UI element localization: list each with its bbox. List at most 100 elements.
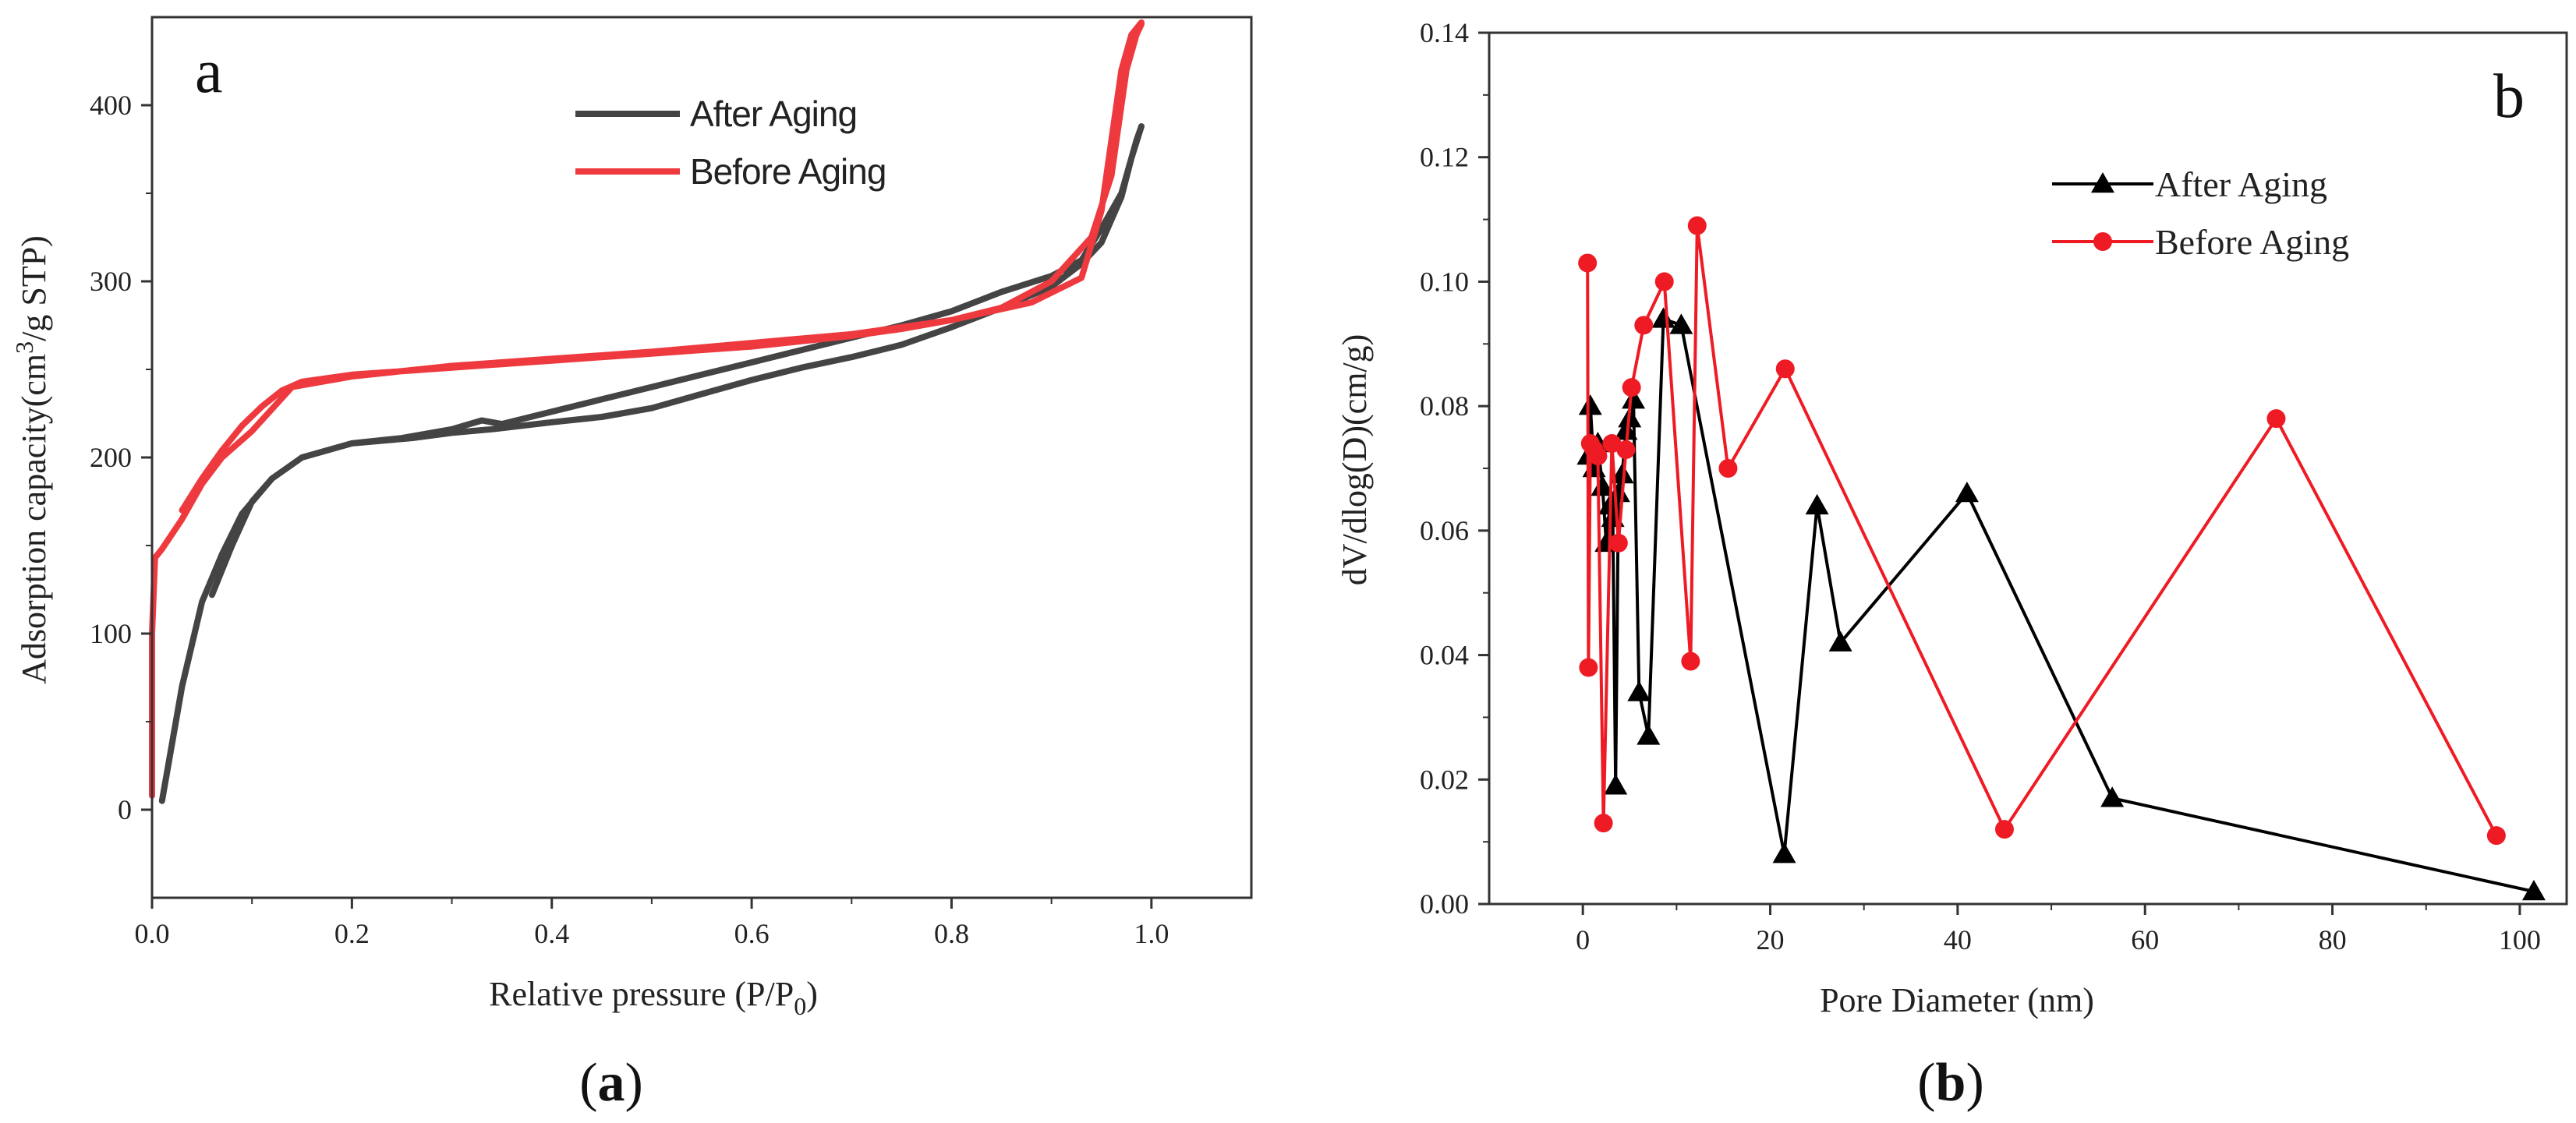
b-x-tick-label: 60 (2131, 924, 2159, 955)
a-y-tick-label: 300 (90, 266, 132, 297)
b-point-after-aging (2521, 880, 2546, 901)
b-point-before-aging (1681, 652, 1700, 671)
panel-a-xlabel-subscript: 0 (794, 992, 806, 1020)
b-point-after-aging (1610, 462, 1634, 484)
a-x-tick-label: 0.6 (734, 918, 770, 949)
b-point-before-aging (1616, 440, 1636, 460)
panel-a-ylabel-post: /g STP) (15, 235, 53, 341)
a-series-line-before-aging (149, 19, 1145, 799)
panel-a-x-axis-label: Relative pressure (P/P0) (489, 975, 818, 1020)
b-point-after-aging (1651, 307, 1675, 328)
panel-b-axes: 0 20 40 60 80 100 0.00 0.02 0.04 0.06 0.08 0.10 0.12… (1420, 17, 2541, 955)
b-x-tick-label: 20 (1757, 924, 1785, 955)
panel-a-axes: 0.0 0.2 0.4 0.6 0.8 1.0 0 100 200 300 400 (90, 90, 1169, 949)
panel-b-caption-open: ( (1917, 1053, 1935, 1113)
a-legend-label-before-aging: Before Aging (690, 151, 886, 192)
b-point-before-aging (1994, 820, 2014, 839)
b-legend-label-after-aging: After Aging (2155, 164, 2327, 204)
b-point-before-aging (1602, 434, 1622, 454)
b-x-tick-label: 100 (2499, 924, 2541, 955)
panel-a-ylabel-pre: Adsorption capacity(cm (15, 354, 53, 684)
panel-b-series-group (1576, 216, 2546, 901)
b-point-after-aging (1622, 388, 1646, 409)
panel-a-plot-frame (150, 16, 1253, 899)
b-point-before-aging (1579, 658, 1598, 677)
panel-b-label: b (2493, 62, 2525, 131)
b-point-after-aging (1828, 630, 1852, 652)
b-point-before-aging (2266, 409, 2286, 429)
a-series-line-after-aging (158, 123, 1145, 804)
panel-a-ylabel-superscript: 3 (10, 341, 38, 354)
b-y-tick-label: 0.04 (1420, 640, 1469, 671)
b-y-tick-label: 0.06 (1420, 515, 1469, 546)
b-series-line-after-aging (1587, 317, 2535, 893)
a-y-tick-label: 400 (90, 90, 132, 121)
b-point-after-aging (1955, 481, 1979, 503)
panel-a-y-axis-label: Adsorption capacity(cm3/g STP) (10, 235, 53, 684)
panel-b-caption-letter: b (1936, 1053, 1966, 1113)
b-point-after-aging (1627, 680, 1651, 701)
b-y-tick-label: 0.08 (1420, 390, 1469, 422)
panel-b-legend: After Aging Before Aging (2052, 164, 2349, 262)
b-point-before-aging (1608, 533, 1628, 553)
b-point-after-aging (1805, 493, 1829, 515)
panel-a-caption-open: ( (579, 1053, 597, 1113)
b-point-before-aging (1687, 216, 1707, 235)
a-x-tick-label: 0.2 (334, 918, 370, 949)
b-point-after-aging (1614, 419, 1638, 440)
a-y-tick-label: 100 (90, 618, 132, 649)
panel-a-caption: (a) (579, 1053, 643, 1113)
b-point-after-aging (1637, 724, 1661, 745)
panel-a-chart: 0.0 0.2 0.4 0.6 0.8 1.0 0 100 200 300 400 a After … (10, 16, 1253, 1113)
b-y-tick-label: 0.12 (1420, 142, 1469, 173)
a-x-tick-label: 0.8 (934, 918, 969, 949)
b-y-tick-label: 0.02 (1420, 764, 1469, 795)
b-point-before-aging (2486, 826, 2506, 846)
b-x-tick-label: 80 (2319, 924, 2347, 955)
b-point-after-aging (1591, 475, 1615, 496)
b-point-before-aging (1775, 359, 1795, 379)
panel-b-x-axis-label: Pore Diameter (nm) (1820, 981, 2094, 1019)
b-point-before-aging (1654, 272, 1674, 291)
b-point-after-aging (1606, 481, 1630, 503)
a-x-tick-label: 0.4 (534, 918, 569, 949)
b-legend-label-before-aging: Before Aging (2155, 222, 2349, 262)
panel-b-plot-frame (1488, 31, 2568, 906)
b-x-tick-label: 0 (1576, 924, 1590, 955)
panel-a-series-group (149, 19, 1145, 804)
a-legend-label-after-aging: After Aging (690, 94, 857, 134)
panel-b-caption-close: ) (1966, 1053, 1983, 1113)
b-y-tick-label: 0.10 (1420, 266, 1469, 297)
b-point-after-aging (1772, 842, 1796, 863)
b-point-before-aging (1718, 459, 1738, 478)
b-y-tick-label: 0.00 (1420, 888, 1469, 920)
b-legend-marker-before-aging (2093, 232, 2112, 251)
panel-a-caption-close: ) (625, 1053, 643, 1113)
panel-a-caption-letter: a (598, 1053, 625, 1113)
b-y-tick-label: 0.14 (1420, 17, 1469, 48)
b-point-before-aging (1588, 447, 1608, 466)
a-y-tick-label: 0 (118, 794, 132, 825)
b-legend-marker-after-aging (2091, 172, 2114, 193)
b-x-tick-label: 40 (1944, 924, 1972, 955)
b-point-after-aging (1604, 774, 1628, 795)
b-point-after-aging (2100, 786, 2125, 807)
panel-a-xlabel-close: ) (806, 975, 818, 1013)
panel-a-legend: After Aging Before Aging (575, 94, 886, 192)
panel-a-xlabel-main: Relative pressure (P/P (489, 975, 794, 1013)
panel-b-chart: 0 20 40 60 80 100 0.00 0.02 0.04 0.06 0.08 0.10 0.12… (1336, 17, 2568, 1113)
b-point-before-aging (1622, 378, 1641, 397)
b-series-line-before-aging (1586, 224, 2498, 838)
a-x-tick-label: 0.0 (135, 918, 170, 949)
b-point-before-aging (1578, 253, 1598, 273)
panel-b-y-axis-label: dV/dlog(D)(cm/g) (1336, 334, 1374, 586)
panel-a-label: a (195, 37, 223, 106)
b-point-before-aging (1594, 814, 1613, 833)
a-y-tick-label: 200 (90, 442, 132, 473)
b-point-after-aging (1578, 394, 1602, 415)
panel-b-caption: (b) (1917, 1053, 1984, 1113)
b-point-before-aging (1634, 316, 1654, 335)
a-x-tick-label: 1.0 (1134, 918, 1169, 949)
b-point-after-aging (1669, 313, 1693, 334)
